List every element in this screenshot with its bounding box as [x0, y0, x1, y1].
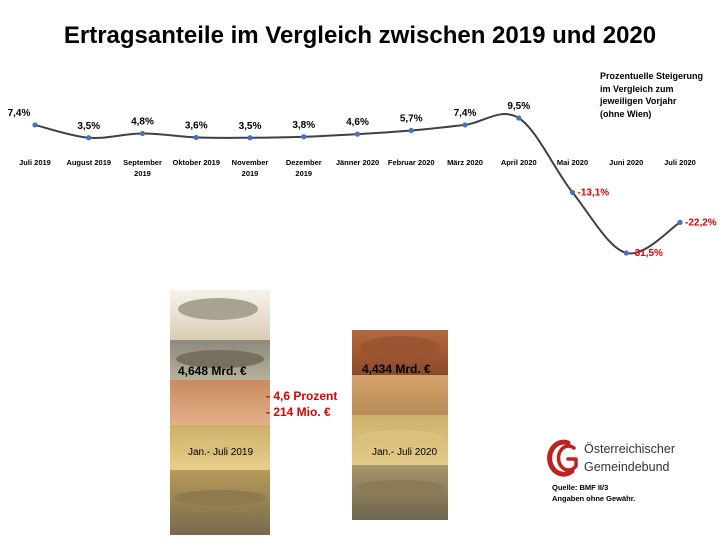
x-tick-label: Mai 2020	[557, 158, 588, 167]
right-period-label: Jan.- Juli 2020	[372, 447, 438, 458]
data-point	[193, 134, 199, 141]
x-tick-label: April 2020	[501, 158, 537, 167]
data-label: -22,2%	[685, 217, 717, 228]
left-period-label: Jan.- Juli 2019	[188, 447, 254, 458]
x-tick-label: November	[232, 158, 269, 167]
x-tick-label: Oktober 2019	[172, 158, 220, 167]
coin-stack-2019-image	[170, 290, 270, 535]
line-chart: 7,4% Juli 2019 3,5% August 2019 4,8% Septembe…	[8, 101, 717, 259]
x-tick-label: 2019	[242, 169, 259, 178]
x-tick-label: August 2019	[66, 158, 111, 167]
legend-note: Prozentuelle Steigerung im Vergleich zum…	[600, 70, 718, 120]
page-title: Ertragsanteile im Vergleich zwischen 201…	[63, 22, 657, 49]
data-point	[301, 134, 307, 140]
data-point	[247, 135, 253, 141]
data-point	[569, 189, 576, 196]
x-tick-label: 2019	[295, 169, 312, 178]
x-tick-label: 2019	[134, 169, 151, 178]
x-tick-label: Dezember	[286, 158, 322, 167]
data-label: 7,4%	[454, 108, 477, 119]
data-point	[677, 219, 683, 225]
data-label: 7,4%	[8, 108, 31, 119]
source-line-2: Angaben ohne Gewähr.	[552, 494, 636, 503]
gemeindebund-logo-icon	[547, 439, 578, 477]
legend-note-line: im Vergleich zum	[600, 83, 674, 94]
source-line-1: Quelle: BMF II/3	[552, 483, 609, 492]
data-point	[516, 115, 522, 121]
source-note: Quelle: BMF II/3 Angaben ohne Gewähr.	[552, 482, 635, 504]
logo-text: Österreichischer Gemeindebund	[584, 440, 675, 476]
data-point	[139, 130, 146, 137]
x-tick-label: Jänner 2020	[336, 158, 379, 167]
data-label: 3,6%	[185, 120, 208, 131]
data-label: 3,5%	[77, 121, 100, 132]
gemeindebund-logo: Österreichischer Gemeindebund	[546, 438, 706, 478]
data-label: -31,5%	[631, 248, 663, 259]
legend-note-line: (ohne Wien)	[600, 108, 652, 119]
data-point	[32, 122, 38, 128]
data-label: 9,5%	[507, 101, 530, 112]
x-tick-label: Juni 2020	[609, 158, 643, 167]
data-label: -13,1%	[578, 187, 610, 198]
data-label: 4,8%	[131, 116, 154, 127]
difference-annotation: - 4,6 Prozent - 214 Mio. €	[266, 388, 337, 420]
data-point	[623, 250, 629, 256]
logo-line-1: Österreichischer	[584, 442, 675, 456]
data-label: 3,8%	[292, 120, 315, 131]
x-tick-label: Juli 2019	[19, 158, 51, 167]
data-point	[86, 135, 92, 141]
left-amount-label: 4,648 Mrd. €	[178, 364, 247, 378]
data-point	[462, 122, 468, 128]
data-label: 5,7%	[400, 114, 423, 125]
data-label: 3,5%	[239, 121, 262, 132]
x-tick-label: Juli 2020	[664, 158, 696, 167]
legend-note-line: Prozentuelle Steigerung	[600, 71, 704, 81]
difference-percent: - 4,6 Prozent	[266, 389, 338, 403]
data-label: 4,6%	[346, 117, 369, 128]
data-point	[354, 131, 361, 137]
logo-line-2: Gemeindebund	[584, 460, 670, 474]
difference-amount: - 214 Mio. €	[266, 405, 331, 419]
coin-stack-2020-image	[352, 330, 448, 520]
data-point	[408, 127, 414, 134]
x-tick-label: Februar 2020	[388, 158, 435, 167]
x-tick-label: September	[123, 158, 162, 167]
right-amount-label: 4,434 Mrd. €	[362, 362, 431, 376]
legend-note-line: jeweiligen Vorjahr	[600, 96, 677, 106]
x-tick-label: März 2020	[447, 158, 483, 167]
